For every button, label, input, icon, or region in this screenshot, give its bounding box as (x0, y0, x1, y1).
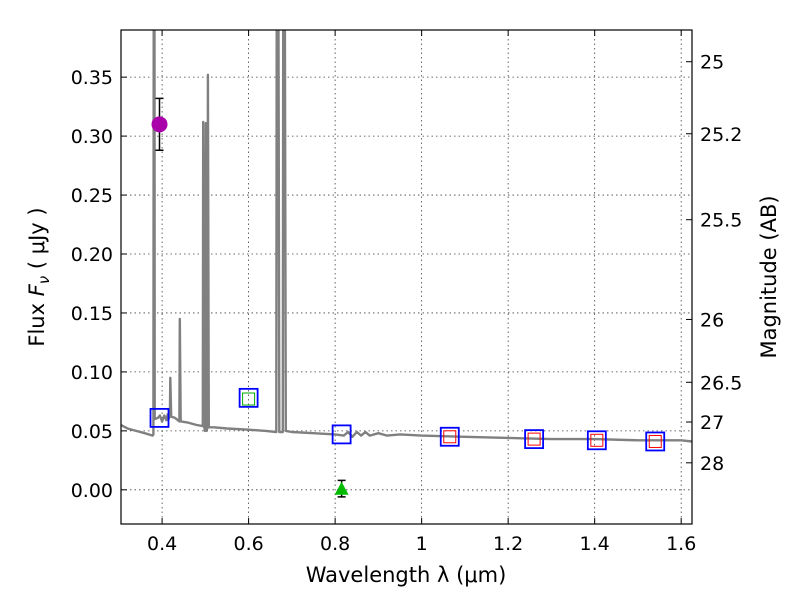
detection-circle-marker (151, 116, 168, 133)
model-photometry-marker (590, 433, 604, 447)
right-tick-label: 28 (700, 453, 724, 475)
axis-ticks: 0.4 0.6 0.8 1 1.2 1.4 1.6 0.00 0.05 0.10 0.15 0.20 0… (71, 30, 742, 555)
model-photometry-marker (648, 434, 662, 448)
y-tick-label: 0.05 (71, 421, 113, 443)
y-tick-label: 0.10 (71, 362, 113, 384)
x-axis-label: Wavelength λ (μm) (306, 563, 507, 587)
right-tick-label: 26.5 (700, 372, 742, 394)
right-axis-label: Magnitude (AB) (757, 195, 781, 358)
x-tick-label: 1 (416, 533, 428, 555)
y-tick-label: 0.25 (71, 185, 113, 207)
photometry-square-marker (586, 430, 607, 451)
model-photometry-marker (443, 430, 457, 444)
photometry-square-marker (439, 426, 460, 447)
right-tick-label: 26 (700, 309, 724, 331)
y-tick-label: 0.15 (71, 303, 113, 325)
x-tick-label: 0.6 (234, 533, 264, 555)
right-tick-label: 25 (700, 52, 724, 74)
x-tick-label: 1.4 (580, 533, 610, 555)
y-tick-label: 0.00 (71, 480, 113, 502)
y-axis-label-prefix: Flux (25, 296, 49, 346)
y-axis-label-subscript: ν (35, 276, 53, 284)
right-tick-label: 25.2 (700, 124, 742, 146)
photometry-square-marker (149, 407, 170, 428)
right-tick-label: 27 (700, 412, 724, 434)
y-axis-label-symbol: F (25, 283, 49, 296)
x-tick-label: 0.4 (147, 533, 177, 555)
y-axis-label: Flux Fν ( μJy ) (25, 207, 53, 346)
photometry-square-marker (524, 429, 545, 450)
plot-area (121, 30, 692, 498)
y-tick-label: 0.35 (71, 67, 113, 89)
x-tick-label: 0.8 (320, 533, 350, 555)
x-tick-label: 1.2 (493, 533, 523, 555)
x-tick-label: 1.6 (666, 533, 696, 555)
model-photometry-marker (242, 392, 256, 406)
photometry-square-marker (238, 387, 259, 408)
model-spectrum-line (121, 30, 692, 443)
plot-frame (120, 29, 693, 525)
right-tick-label: 25.5 (700, 210, 742, 232)
grid (121, 30, 692, 524)
photometry-square-marker (331, 424, 352, 445)
photometry-square-marker (645, 431, 666, 452)
upper-limit-triangle-marker (334, 481, 349, 495)
model-photometry-marker (527, 432, 541, 446)
y-tick-label: 0.30 (71, 126, 113, 148)
y-tick-label: 0.20 (71, 244, 113, 266)
y-axis-label-suffix: ( μJy ) (25, 207, 49, 275)
